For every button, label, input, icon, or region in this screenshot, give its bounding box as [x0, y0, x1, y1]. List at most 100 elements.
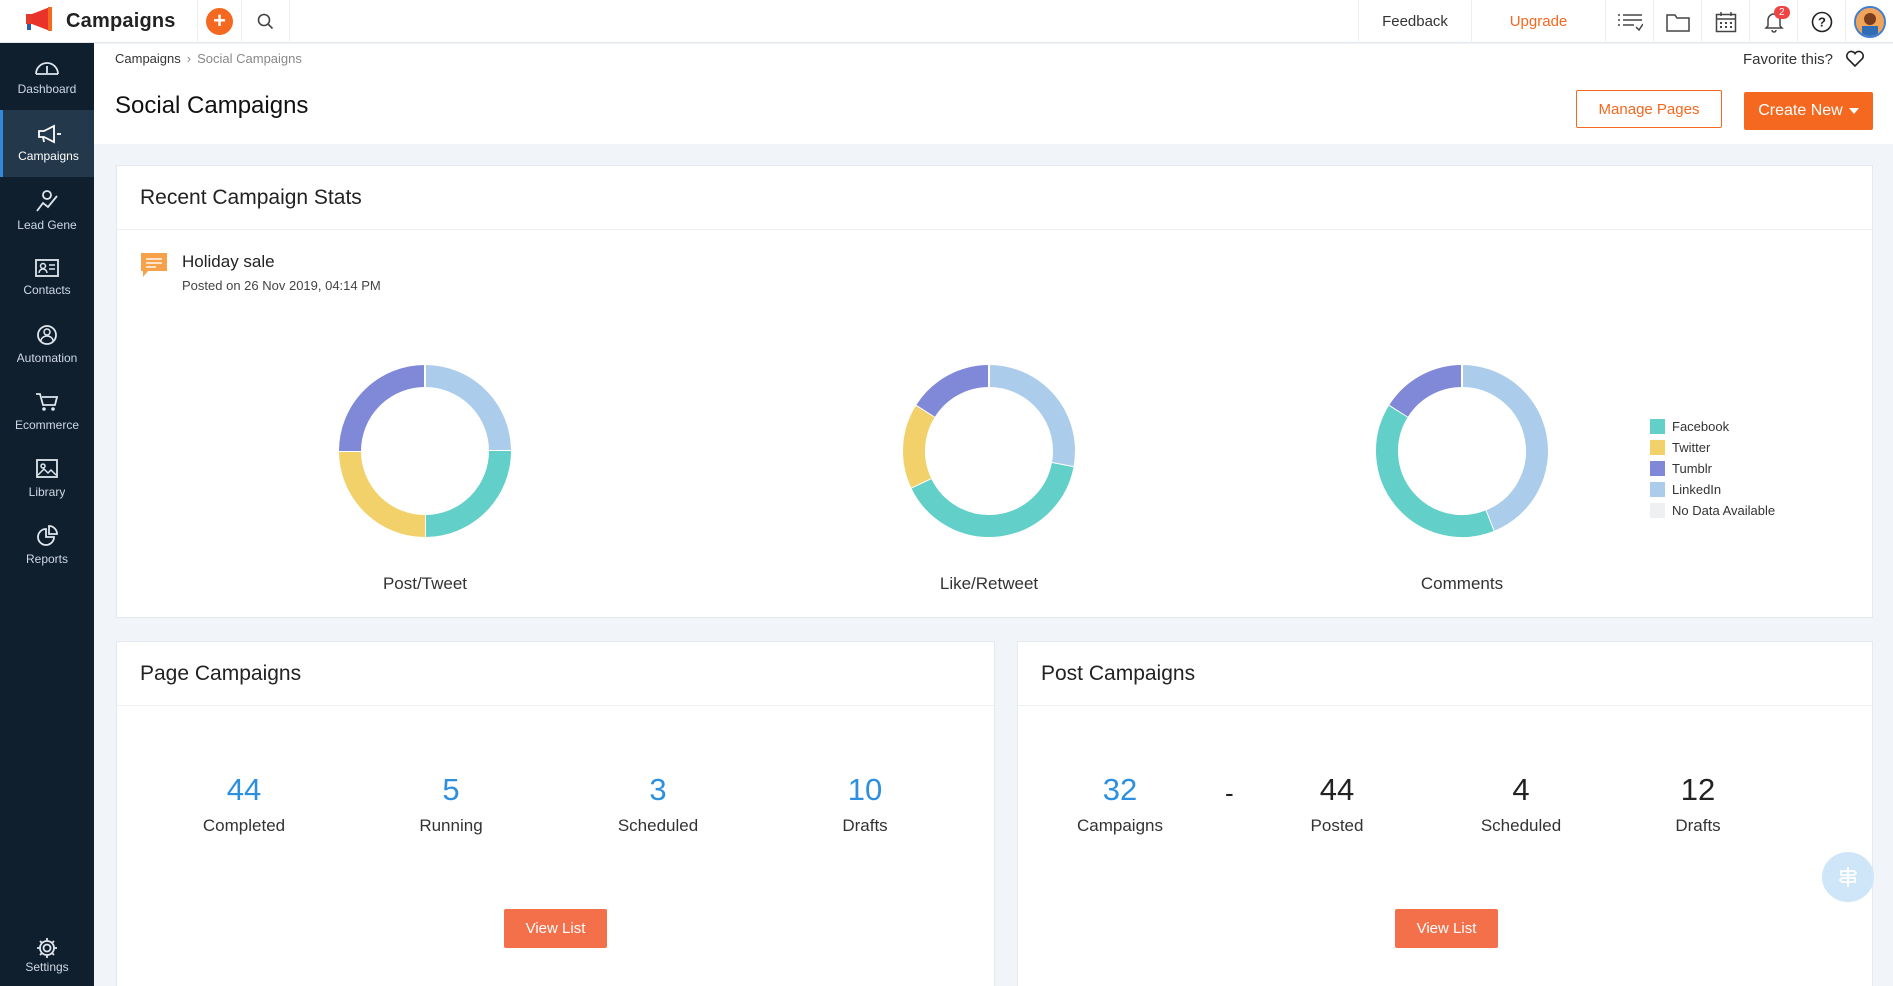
donut-slice-tumblr[interactable]: [339, 365, 426, 452]
donut-slice-facebook[interactable]: [424, 450, 511, 537]
automation-icon: [37, 325, 57, 345]
donut-slice-twitter[interactable]: [339, 450, 426, 537]
sidebar-item-automation[interactable]: Automation: [0, 311, 94, 378]
donut-slice-separator: [1051, 462, 1074, 469]
post-info: Holiday sale Posted on 26 Nov 2019, 04:1…: [140, 252, 381, 293]
recent-campaign-stats-card: Recent Campaign Stats Holiday sale Poste…: [116, 165, 1873, 618]
chart-legend: Facebook Twitter Tumblr LinkedIn No Data…: [1650, 416, 1775, 521]
donut-slice-twitter[interactable]: [903, 404, 936, 488]
manage-pages-button[interactable]: Manage Pages: [1576, 90, 1722, 128]
legend-label: Tumblr: [1672, 461, 1712, 476]
legend-item-tumblr: Tumblr: [1650, 458, 1775, 479]
search-button[interactable]: [242, 0, 290, 43]
metric-completed[interactable]: 44 Completed: [164, 772, 324, 836]
donut-slice-tumblr[interactable]: [1389, 365, 1463, 418]
metric-campaigns[interactable]: 32 Campaigns: [1040, 772, 1200, 836]
metric-label: Posted: [1310, 816, 1364, 835]
page-title: Social Campaigns: [115, 92, 309, 119]
notification-badge: 2: [1774, 6, 1790, 19]
image-icon: [36, 459, 58, 478]
sidebar-item-settings[interactable]: Settings: [0, 923, 94, 986]
sidebar-item-lead-gen[interactable]: Lead Gene: [0, 177, 94, 244]
metric-label: Drafts: [842, 816, 888, 835]
metric-value: 10: [847, 772, 883, 807]
task-list-button[interactable]: [1605, 0, 1653, 43]
sidebar-item-campaigns[interactable]: Campaigns: [0, 110, 94, 177]
sidebar-item-dashboard[interactable]: Dashboard: [0, 43, 94, 110]
post-message-icon: [141, 253, 167, 277]
calendar-button[interactable]: [1701, 0, 1749, 43]
lead-gen-icon: [36, 190, 58, 212]
page-campaigns-view-list-button[interactable]: View List: [504, 909, 607, 948]
sidebar-item-library[interactable]: Library: [0, 445, 94, 512]
upgrade-link[interactable]: Upgrade: [1471, 0, 1605, 43]
floating-help-button[interactable]: [1822, 852, 1874, 902]
folder-icon: [1665, 13, 1690, 32]
sidebar-item-ecommerce[interactable]: Ecommerce: [0, 378, 94, 445]
caret-down-icon: [1848, 108, 1859, 114]
legend-item-no-data: No Data Available: [1650, 500, 1775, 521]
sidebar-item-reports[interactable]: Reports: [0, 512, 94, 579]
post-campaigns-view-list-button[interactable]: View List: [1395, 909, 1498, 948]
sidebar-item-label: Ecommerce: [14, 418, 79, 432]
folder-button[interactable]: [1653, 0, 1701, 43]
breadcrumb-separator: ›: [186, 51, 192, 66]
metric-label: Campaigns: [1077, 816, 1163, 835]
heart-icon[interactable]: [1845, 50, 1865, 68]
contacts-icon: [35, 259, 59, 277]
card-title: Page Campaigns: [117, 642, 994, 706]
donut-slice-facebook[interactable]: [911, 462, 1074, 537]
quick-add-button[interactable]: +: [198, 0, 242, 43]
metric-scheduled: 4 Scheduled: [1441, 772, 1601, 836]
breadcrumb-root[interactable]: Campaigns: [115, 51, 181, 66]
post-name: Holiday sale: [182, 252, 275, 271]
metric-label: Drafts: [1675, 816, 1721, 835]
post-campaigns-card: Post Campaigns 32 Campaigns - 44 Posted …: [1017, 641, 1873, 986]
donut-slice-linkedin[interactable]: [424, 365, 511, 452]
donut-slice-tumblr[interactable]: [916, 365, 990, 418]
notifications-button[interactable]: 2: [1749, 0, 1797, 43]
legend-label: No Data Available: [1672, 503, 1776, 518]
sidebar-item-label: Contacts: [23, 283, 71, 297]
legend-label: Twitter: [1672, 440, 1711, 455]
metric-drafts[interactable]: 10 Drafts: [785, 772, 945, 836]
sidebar-item-label: Dashboard: [17, 82, 77, 96]
like-retweet-label: Like/Retweet: [939, 574, 1039, 593]
comments-donut: [1372, 361, 1552, 541]
plus-icon: +: [206, 7, 233, 35]
megaphone-icon: [37, 124, 61, 144]
sidebar-item-label: Automation: [16, 351, 78, 365]
sidebar-item-label: Lead Gene: [17, 218, 77, 232]
metric-value: 5: [442, 772, 460, 807]
search-icon: [257, 13, 274, 29]
donut-slice-linkedin[interactable]: [1461, 365, 1548, 531]
legend-swatch: [1650, 482, 1665, 497]
metric-label: Scheduled: [1480, 816, 1562, 835]
sidebar-item-label: Library: [28, 485, 66, 499]
sidebar-item-label: Reports: [25, 552, 69, 566]
metric-running[interactable]: 5 Running: [371, 772, 531, 836]
breadcrumb: Campaigns › Social Campaigns: [115, 51, 302, 66]
favorite-toggle[interactable]: Favorite this?: [1743, 50, 1865, 68]
donut-slice-linkedin[interactable]: [988, 365, 1075, 468]
metric-drafts: 12 Drafts: [1618, 772, 1778, 836]
legend-item-facebook: Facebook: [1650, 416, 1775, 437]
metric-scheduled[interactable]: 3 Scheduled: [578, 772, 738, 836]
donut-slice-facebook[interactable]: [1376, 404, 1494, 537]
brand[interactable]: Campaigns: [0, 0, 198, 43]
breadcrumb-current: Social Campaigns: [197, 51, 302, 66]
avatar: [1853, 5, 1886, 38]
svg-text:?: ?: [1818, 14, 1826, 29]
pie-chart-icon: [37, 525, 58, 546]
help-icon: ?: [1811, 11, 1832, 32]
signpost-icon: [1838, 867, 1858, 887]
metric-value: 44: [1319, 772, 1355, 807]
user-menu[interactable]: [1845, 0, 1893, 43]
create-new-button[interactable]: Create New: [1744, 92, 1873, 130]
metric-separator: -: [1225, 778, 1234, 808]
legend-item-linkedin: LinkedIn: [1650, 479, 1775, 500]
sidebar-item-contacts[interactable]: Contacts: [0, 244, 94, 311]
feedback-link[interactable]: Feedback: [1358, 0, 1471, 43]
help-button[interactable]: ?: [1797, 0, 1845, 43]
sidebar-item-label: Settings: [25, 959, 69, 974]
